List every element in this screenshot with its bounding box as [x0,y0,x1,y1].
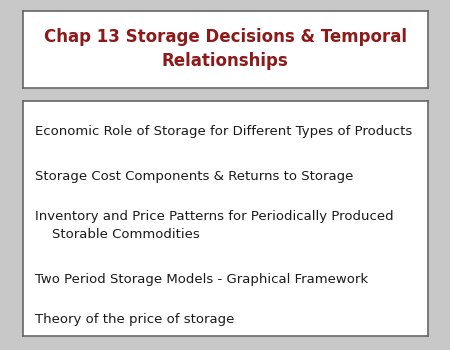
Text: Storage Cost Components & Returns to Storage: Storage Cost Components & Returns to Sto… [35,170,353,183]
Text: Inventory and Price Patterns for Periodically Produced
    Storable Commodities: Inventory and Price Patterns for Periodi… [35,210,393,241]
Text: Economic Role of Storage for Different Types of Products: Economic Role of Storage for Different T… [35,126,412,139]
Text: Chap 13 Storage Decisions & Temporal
Relationships: Chap 13 Storage Decisions & Temporal Rel… [44,28,406,70]
Text: Theory of the price of storage: Theory of the price of storage [35,313,234,326]
Text: Two Period Storage Models - Graphical Framework: Two Period Storage Models - Graphical Fr… [35,273,368,286]
